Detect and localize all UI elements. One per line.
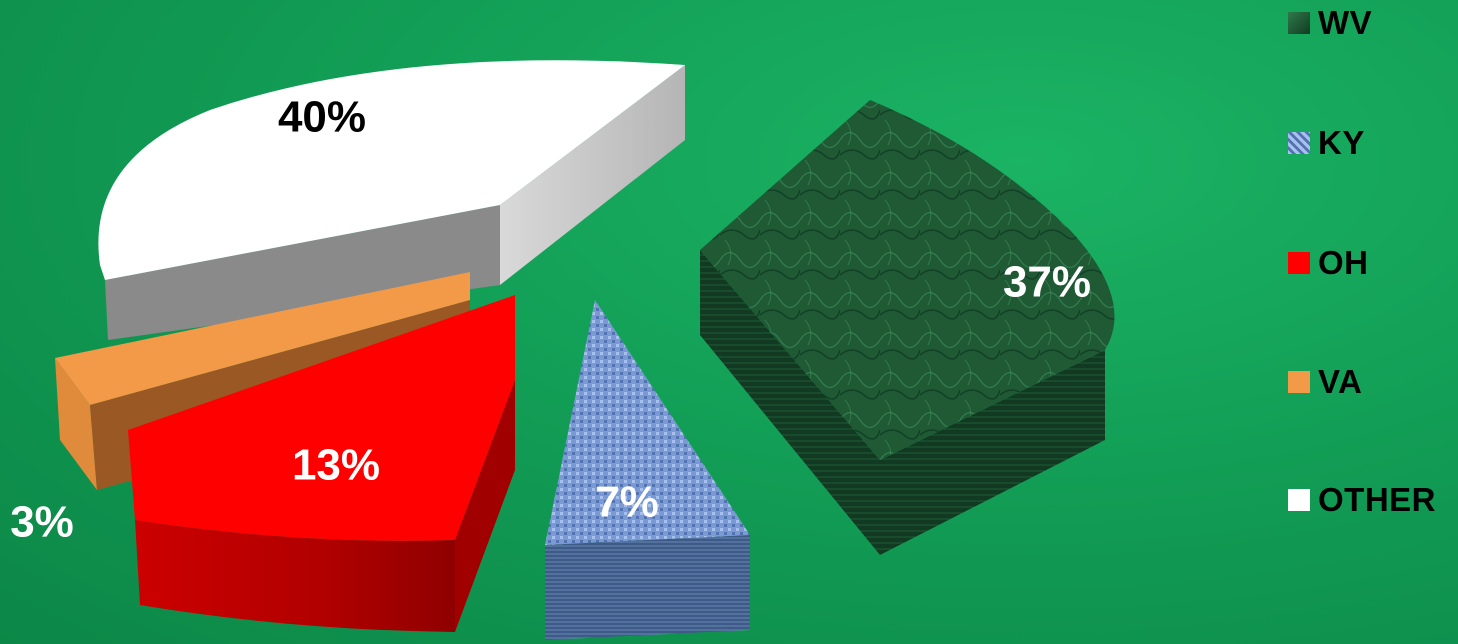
pie-slice-other-side <box>105 205 500 340</box>
pie-slice-ky-top <box>545 300 750 545</box>
pie-slice-ky-side <box>545 535 750 640</box>
legend-swatch-oh <box>1288 252 1310 274</box>
legend-swatch-wv <box>1288 12 1310 34</box>
pie-slices <box>55 60 1115 640</box>
pie-slice-oh-side-b <box>455 380 515 632</box>
legend-swatch-other <box>1288 489 1310 511</box>
pie-slice-wv-top <box>700 100 1115 460</box>
pie-slice-ky <box>545 300 750 640</box>
pie-slice-wv-side-b <box>880 350 1105 555</box>
legend-item-va: VA <box>1288 362 1362 402</box>
pie-slice-other-top <box>98 60 685 281</box>
data-label-other: 40% <box>278 93 366 142</box>
pie-slice-wv-side <box>700 250 880 555</box>
data-label-wv: 37% <box>1003 258 1091 307</box>
pie-slice-oh-top <box>128 295 515 541</box>
legend: WV KY OH VA OTHER <box>1278 0 1448 644</box>
pie-slice-oh-side <box>135 520 455 632</box>
legend-label-ky: KY <box>1318 124 1365 161</box>
pie-slice-oh <box>128 295 515 632</box>
legend-swatch-va <box>1288 371 1310 393</box>
data-label-ky: 7% <box>595 478 659 527</box>
legend-item-other: OTHER <box>1288 480 1436 520</box>
pie-slice-wv <box>700 100 1115 555</box>
pie-slice-other <box>98 60 685 340</box>
data-label-oh: 13% <box>292 441 380 490</box>
pie-slice-other-side-b <box>500 65 685 285</box>
legend-item-oh: OH <box>1288 243 1369 283</box>
data-label-va: 3% <box>10 498 74 547</box>
legend-item-wv: WV <box>1288 3 1372 43</box>
legend-item-ky: KY <box>1288 123 1365 163</box>
legend-label-other: OTHER <box>1318 481 1436 518</box>
legend-label-wv: WV <box>1318 4 1373 41</box>
legend-label-va: VA <box>1318 363 1363 400</box>
legend-label-oh: OH <box>1318 244 1369 281</box>
pie-slice-va-side-b <box>55 358 97 490</box>
pie-slice-va-top <box>55 272 470 405</box>
pie-slice-labels: 40% 3% 13% 7% 37% <box>10 93 1091 547</box>
legend-swatch-ky <box>1288 132 1310 154</box>
